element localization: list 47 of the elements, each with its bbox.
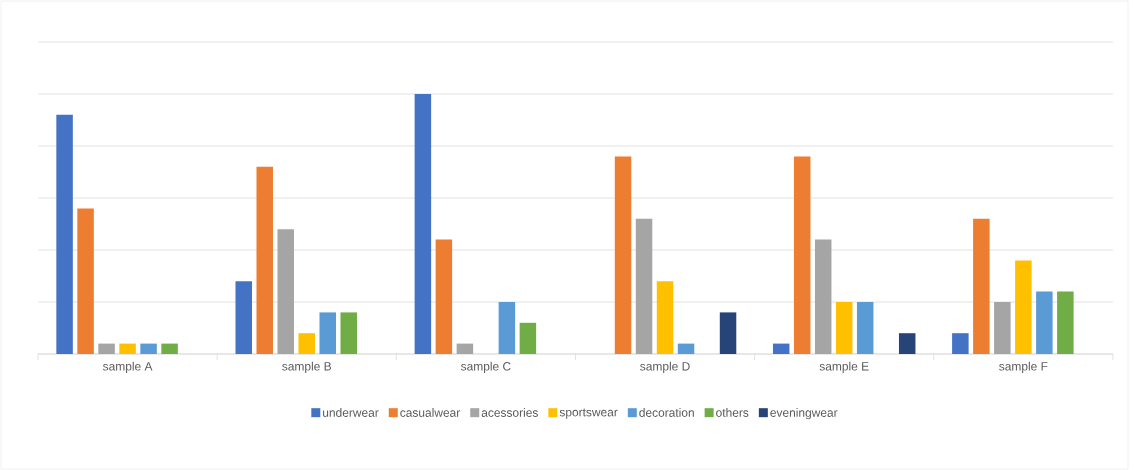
x-tick-label: sample C xyxy=(460,361,511,373)
legend-label: casualwear xyxy=(400,408,461,417)
bar xyxy=(1036,291,1053,354)
bar xyxy=(98,343,115,354)
bar xyxy=(719,312,737,354)
bar xyxy=(56,114,73,354)
bar xyxy=(793,156,811,354)
bar xyxy=(340,312,357,354)
bar xyxy=(498,302,516,354)
bar xyxy=(1057,291,1074,354)
bar xyxy=(656,281,674,354)
bar xyxy=(161,343,178,354)
bar xyxy=(635,218,653,354)
legend-label: eveningwear xyxy=(770,408,838,420)
legend-label: sportswear xyxy=(559,408,618,419)
x-tick-label: sample F xyxy=(999,361,1048,373)
bar xyxy=(994,302,1011,354)
x-tick-label: sample D xyxy=(640,361,690,373)
bar xyxy=(140,343,157,354)
bar xyxy=(277,229,294,354)
bar xyxy=(952,333,969,354)
legend-label: others xyxy=(716,408,749,417)
bar xyxy=(319,312,336,354)
bar xyxy=(456,343,474,354)
bar xyxy=(772,343,790,354)
bar xyxy=(898,333,916,354)
bar xyxy=(973,218,990,354)
bar xyxy=(77,208,94,354)
bar xyxy=(677,343,695,354)
bar xyxy=(414,94,432,354)
x-tick-label: sample B xyxy=(282,361,331,373)
bar xyxy=(435,239,453,354)
x-tick-label: sample E xyxy=(819,361,869,373)
bar xyxy=(119,343,136,354)
bar xyxy=(235,281,252,354)
bar xyxy=(856,302,874,354)
legend-label: decoration xyxy=(639,408,694,417)
bar xyxy=(835,302,853,354)
legend-label: underwear xyxy=(323,408,379,417)
x-tick-label: sample A xyxy=(102,361,153,373)
bar xyxy=(519,322,537,354)
bar xyxy=(256,166,273,354)
bar xyxy=(1015,260,1032,354)
bar xyxy=(814,239,832,354)
bar xyxy=(614,156,632,354)
legend-label: acessories xyxy=(481,408,538,417)
bar xyxy=(298,333,315,354)
